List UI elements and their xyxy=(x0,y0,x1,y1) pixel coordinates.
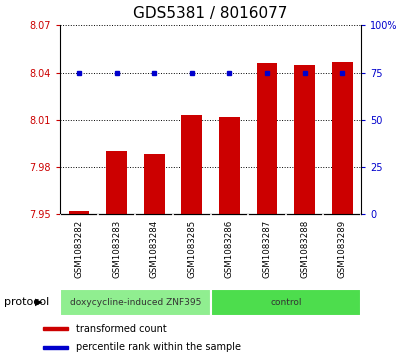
Text: GSM1083286: GSM1083286 xyxy=(225,220,234,278)
Bar xyxy=(68,211,89,214)
Bar xyxy=(60,289,211,316)
Bar xyxy=(211,289,361,316)
Text: ▶: ▶ xyxy=(35,297,43,307)
Text: GSM1083282: GSM1083282 xyxy=(74,220,83,278)
Text: protocol: protocol xyxy=(4,297,49,307)
Bar xyxy=(43,346,68,349)
Text: GSM1083284: GSM1083284 xyxy=(150,220,159,278)
Bar xyxy=(219,117,240,214)
Text: GSM1083285: GSM1083285 xyxy=(187,220,196,278)
Text: transformed count: transformed count xyxy=(76,323,167,334)
Bar xyxy=(257,63,277,214)
Bar xyxy=(294,65,315,214)
Bar xyxy=(181,115,202,214)
Bar xyxy=(106,151,127,214)
Bar xyxy=(43,327,68,330)
Bar xyxy=(332,62,353,214)
Text: control: control xyxy=(270,298,302,307)
Text: percentile rank within the sample: percentile rank within the sample xyxy=(76,342,242,352)
Text: GSM1083289: GSM1083289 xyxy=(338,220,347,278)
Title: GDS5381 / 8016077: GDS5381 / 8016077 xyxy=(134,7,288,21)
Text: GSM1083283: GSM1083283 xyxy=(112,220,121,278)
Text: GSM1083288: GSM1083288 xyxy=(300,220,309,278)
Text: GSM1083287: GSM1083287 xyxy=(263,220,271,278)
Text: doxycycline-induced ZNF395: doxycycline-induced ZNF395 xyxy=(70,298,201,307)
Bar xyxy=(144,154,164,214)
